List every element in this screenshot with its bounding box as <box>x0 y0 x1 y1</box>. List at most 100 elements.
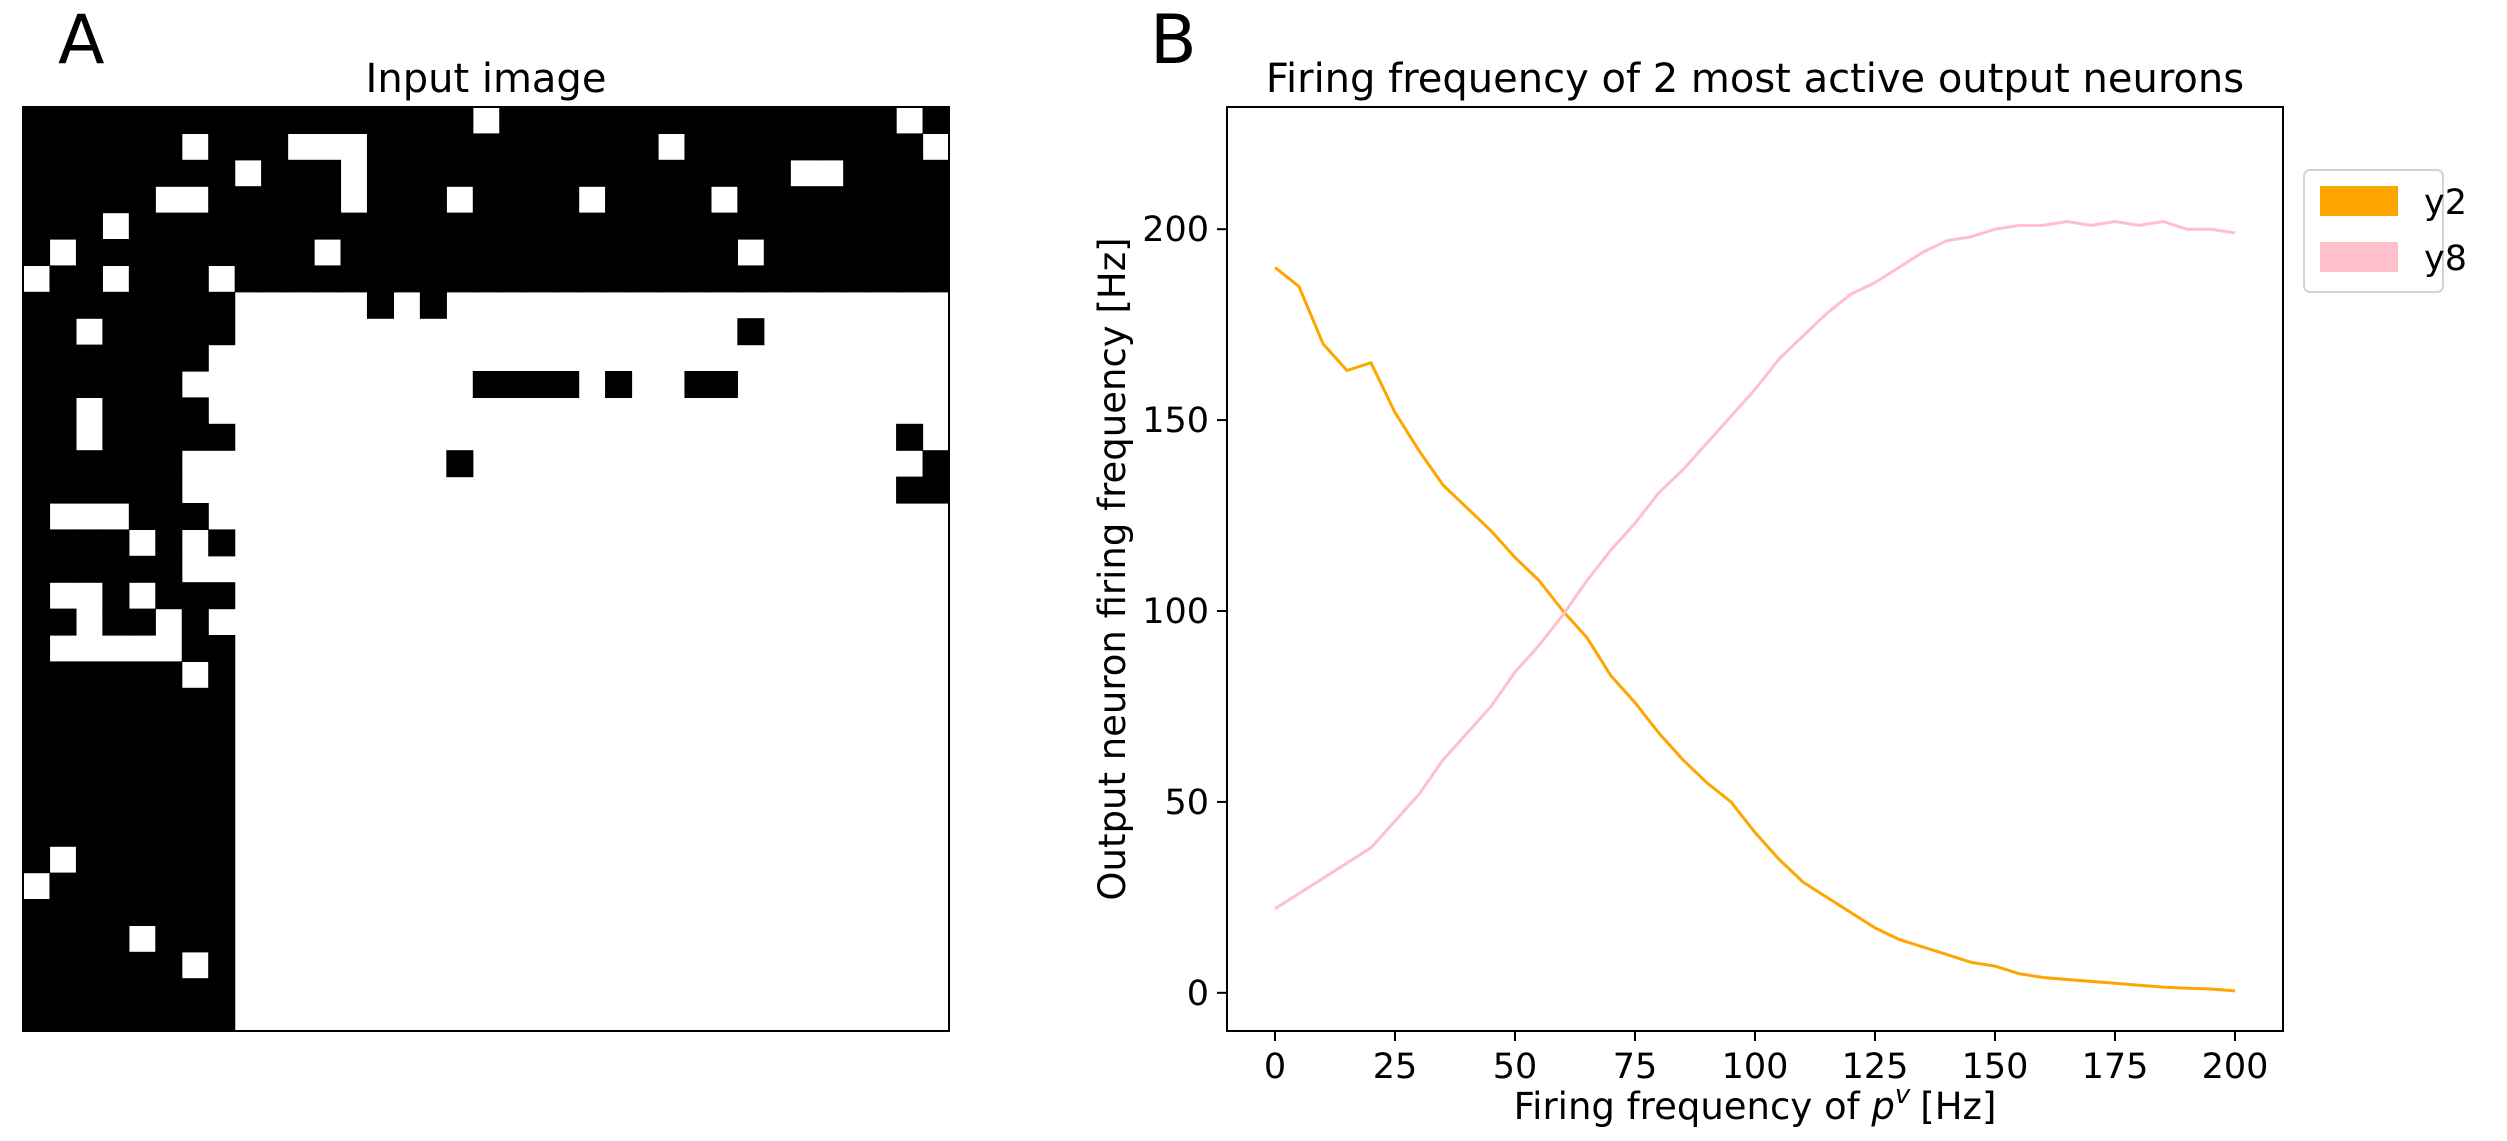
x-axis-ticks: 0 25 50 75 100 125 150 175 200 <box>1264 1031 2268 1087</box>
heatmap-cell <box>181 793 209 821</box>
heatmap-cell <box>261 133 289 161</box>
heatmap-cell <box>128 555 156 583</box>
heatmap-cell <box>763 133 791 161</box>
heatmap-cell <box>23 767 51 794</box>
heatmap-cell <box>128 450 156 478</box>
heatmap-cell <box>49 555 77 583</box>
heatmap-cell <box>75 925 103 953</box>
y-tick-label: 0 <box>1187 974 1209 1014</box>
heatmap-cell <box>472 159 500 187</box>
heatmap-cell <box>75 819 103 847</box>
heatmap-cell <box>49 899 77 926</box>
heatmap-cell <box>419 186 447 214</box>
heatmap-cell <box>155 819 183 847</box>
heatmap-cell <box>49 397 77 425</box>
heatmap-cell <box>869 265 897 293</box>
heatmap-cell <box>128 608 156 636</box>
y-axis-label: Output neuron firing frequency [Hz] <box>1091 237 1134 900</box>
heatmap-cell <box>208 925 236 953</box>
heatmap-cell <box>737 186 765 214</box>
heatmap-cell <box>155 582 183 610</box>
heatmap-cell <box>472 186 500 214</box>
heatmap-cell <box>710 159 738 187</box>
y-tick-label: 150 <box>1142 401 1209 441</box>
series-line-y8 <box>1274 220 2236 911</box>
heatmap-cell <box>314 212 342 240</box>
heatmap-cell <box>869 212 897 240</box>
heatmap-cell <box>23 159 51 187</box>
heatmap-cell <box>605 107 633 134</box>
heatmap-cell <box>419 291 447 319</box>
heatmap-cell <box>737 212 765 240</box>
heatmap-cell <box>75 714 103 742</box>
heatmap-cell <box>446 239 474 266</box>
heatmap-cell <box>525 107 553 134</box>
heatmap-cell <box>155 687 183 715</box>
heatmap-cell <box>472 371 500 398</box>
heatmap-cell <box>181 212 209 240</box>
heatmap-cell <box>499 371 527 398</box>
heatmap-cell <box>102 1004 130 1032</box>
heatmap-cell <box>684 107 712 134</box>
heatmap-cell <box>869 239 897 266</box>
heatmap-cell <box>75 872 103 900</box>
heatmap-cell <box>155 133 183 161</box>
heatmap-cell <box>816 265 844 293</box>
heatmap-cell <box>75 529 103 557</box>
heatmap-cell <box>155 344 183 372</box>
heatmap-cell <box>128 318 156 346</box>
heatmap-cell <box>181 714 209 742</box>
heatmap-cell <box>23 186 51 214</box>
heatmap-cell <box>128 476 156 504</box>
heatmap-cell <box>366 239 394 266</box>
heatmap-cell <box>181 740 209 768</box>
heatmap-cell <box>128 872 156 900</box>
heatmap-cell <box>896 159 924 187</box>
heatmap-cell <box>49 133 77 161</box>
heatmap-cell <box>181 291 209 319</box>
heatmap-cell <box>499 107 527 134</box>
heatmap-cell <box>843 159 871 187</box>
heatmap-cell <box>208 423 236 451</box>
legend-swatch-y2 <box>2320 186 2398 216</box>
heatmap-cell <box>314 186 342 214</box>
heatmap-cell <box>75 951 103 979</box>
heatmap-cell <box>816 212 844 240</box>
heatmap-cell <box>102 133 130 161</box>
heatmap-cell <box>49 107 77 134</box>
heatmap-cell <box>208 582 236 610</box>
heatmap-cell <box>366 133 394 161</box>
heatmap-cell <box>340 212 368 240</box>
heatmap-cell <box>102 608 130 636</box>
heatmap-cell <box>102 872 130 900</box>
heatmap-cell <box>340 265 368 293</box>
heatmap-cell <box>657 107 686 134</box>
heatmap-cell <box>366 159 394 187</box>
heatmap-cell <box>684 265 712 293</box>
heatmap-cell <box>234 265 262 293</box>
heatmap-cell <box>49 793 77 821</box>
heatmap-cell <box>75 661 103 689</box>
heatmap-cell <box>23 371 51 398</box>
heatmap-cell <box>314 265 342 293</box>
heatmap-cell <box>499 133 527 161</box>
heatmap-cell <box>155 371 183 398</box>
heatmap-cell <box>102 899 130 926</box>
panel-a-title: Input image <box>366 56 607 102</box>
heatmap-cell <box>208 872 236 900</box>
heatmap-cell <box>657 239 686 266</box>
heatmap-cell <box>102 582 130 610</box>
heatmap-cell <box>49 450 77 478</box>
heatmap-cell <box>155 846 183 874</box>
heatmap-cell <box>922 476 950 504</box>
heatmap-cell <box>816 107 844 134</box>
heatmap-cell <box>49 159 77 187</box>
heatmap-cell <box>287 159 315 187</box>
heatmap-cell <box>102 318 130 346</box>
heatmap-cell <box>896 186 924 214</box>
heatmap-cell <box>75 344 103 372</box>
heatmap-cell <box>23 107 51 134</box>
heatmap-cell <box>75 687 103 715</box>
heatmap-cell <box>181 503 209 530</box>
heatmap-cell <box>23 951 51 979</box>
